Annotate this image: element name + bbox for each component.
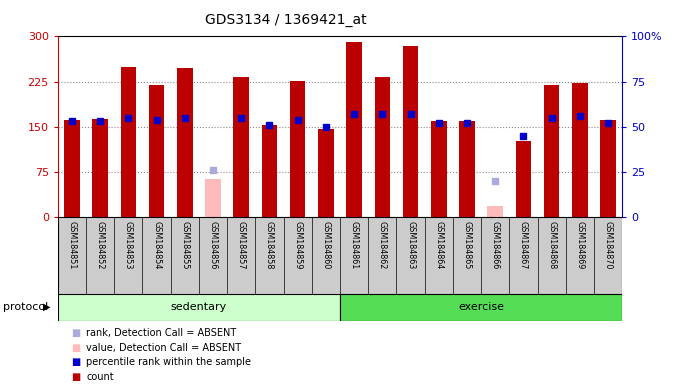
Bar (515, 141, 531, 217)
Text: GSM184858: GSM184858 (265, 221, 274, 269)
Text: ■: ■ (71, 358, 81, 367)
Text: rank, Detection Call = ABSENT: rank, Detection Call = ABSENT (86, 328, 237, 338)
Text: GSM184855: GSM184855 (180, 221, 189, 269)
Bar (120, 67, 136, 217)
Bar (572, 83, 588, 217)
Text: exercise: exercise (458, 302, 504, 312)
Bar (233, 78, 249, 217)
Bar (262, 125, 277, 217)
Bar (375, 77, 390, 217)
Text: percentile rank within the sample: percentile rank within the sample (86, 358, 252, 367)
Text: GSM184857: GSM184857 (237, 221, 245, 269)
Text: GSM184860: GSM184860 (322, 221, 330, 269)
Text: GSM184852: GSM184852 (96, 221, 105, 269)
Text: GSM184859: GSM184859 (293, 221, 302, 269)
Text: GSM184865: GSM184865 (462, 221, 471, 269)
Text: protocol: protocol (3, 302, 49, 312)
Bar (205, 179, 221, 217)
Text: GSM184861: GSM184861 (350, 221, 358, 269)
Text: GSM184870: GSM184870 (604, 221, 613, 269)
Text: value, Detection Call = ABSENT: value, Detection Call = ABSENT (86, 343, 241, 353)
Text: GSM184853: GSM184853 (124, 221, 133, 269)
Bar (318, 129, 334, 217)
Text: GSM184862: GSM184862 (378, 221, 387, 269)
Text: GSM184868: GSM184868 (547, 221, 556, 269)
Text: ■: ■ (71, 328, 81, 338)
Bar (403, 46, 418, 217)
Bar (431, 121, 447, 217)
Bar (149, 84, 165, 217)
Bar (290, 81, 305, 217)
Bar (459, 121, 475, 217)
Text: GSM184854: GSM184854 (152, 221, 161, 269)
Text: sedentary: sedentary (171, 302, 227, 312)
Bar (177, 68, 192, 217)
Bar (346, 43, 362, 217)
Bar (58, 294, 340, 321)
Text: ▶: ▶ (43, 302, 50, 312)
Bar (64, 119, 80, 217)
Bar (488, 206, 503, 217)
Text: GSM184866: GSM184866 (491, 221, 500, 269)
Text: GSM184856: GSM184856 (209, 221, 218, 269)
Text: GSM184864: GSM184864 (435, 221, 443, 269)
Text: GDS3134 / 1369421_at: GDS3134 / 1369421_at (205, 13, 367, 27)
Text: GSM184863: GSM184863 (406, 221, 415, 269)
Bar (92, 119, 108, 217)
Bar (600, 119, 616, 217)
Text: GSM184869: GSM184869 (575, 221, 584, 269)
Text: ■: ■ (71, 343, 81, 353)
Text: ■: ■ (71, 372, 81, 382)
Bar (340, 294, 622, 321)
Text: GSM184851: GSM184851 (67, 221, 76, 269)
Text: GSM184867: GSM184867 (519, 221, 528, 269)
Text: count: count (86, 372, 114, 382)
Bar (544, 84, 560, 217)
